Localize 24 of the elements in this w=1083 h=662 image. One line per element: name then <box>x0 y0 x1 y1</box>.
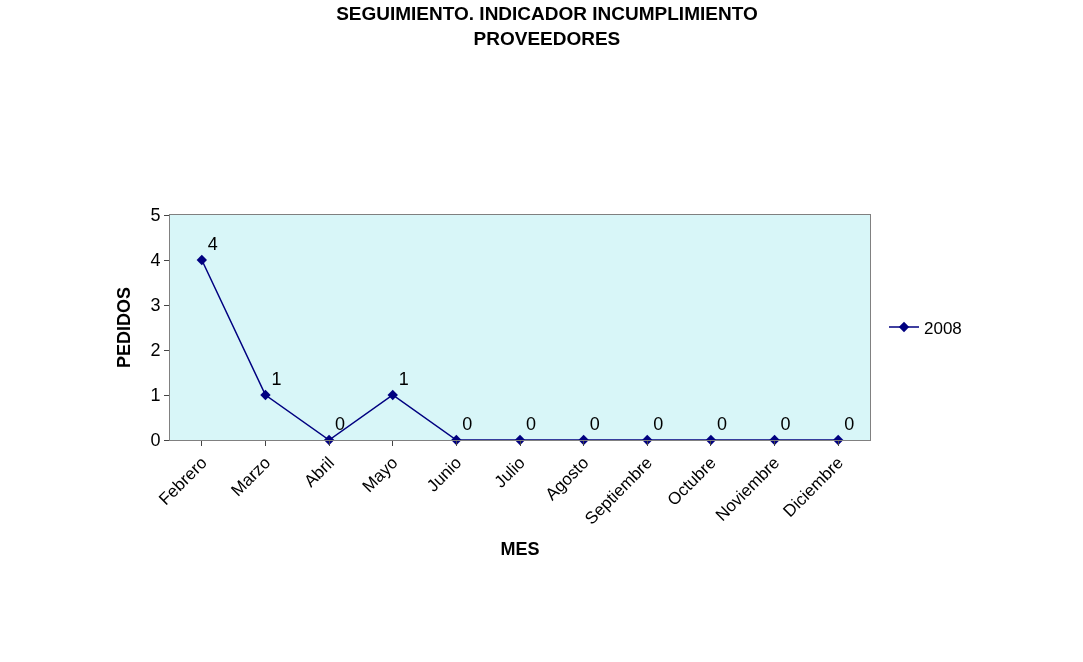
data-label: 0 <box>462 413 473 434</box>
y-tick-label: 0 <box>150 430 161 451</box>
data-label: 0 <box>844 413 855 434</box>
data-label: 0 <box>780 413 791 434</box>
data-label: 0 <box>653 413 664 434</box>
y-tick-label: 5 <box>150 205 161 226</box>
data-label: 0 <box>589 413 600 434</box>
legend-label: 2008 <box>924 318 962 338</box>
y-axis-title: PEDIDOS <box>113 286 134 369</box>
data-label: 4 <box>207 233 218 254</box>
data-label: 1 <box>271 368 282 389</box>
point <box>196 254 208 266</box>
y-tick-label: 2 <box>150 340 161 361</box>
data-label: 0 <box>335 413 346 434</box>
data-label: 0 <box>716 413 727 434</box>
y-tick-label: 4 <box>150 250 161 271</box>
data-label: 0 <box>526 413 537 434</box>
y-tick-label: 1 <box>150 385 161 406</box>
point <box>387 389 398 401</box>
chart-title: SEGUIMIENTO. INDICADOR INCUMPLIMIENTO PROVEEDORES <box>336 2 758 49</box>
point <box>260 389 271 401</box>
x-axis-title: MES <box>500 539 540 560</box>
y-tick-label: 3 <box>150 295 161 316</box>
data-label: 1 <box>398 368 409 389</box>
